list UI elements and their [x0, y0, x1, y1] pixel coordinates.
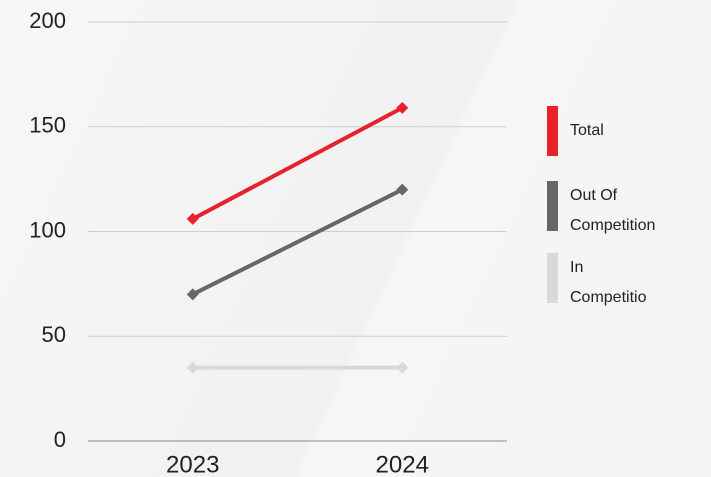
y-tick-label: 0	[54, 427, 66, 452]
point-marker	[186, 361, 199, 374]
y-tick-label: 200	[29, 8, 66, 33]
point-marker	[396, 101, 409, 114]
legend-item: In Competitio	[570, 259, 647, 306]
series-line	[191, 187, 404, 297]
legend-label: Total	[570, 122, 604, 139]
legend-item: Total	[570, 122, 604, 139]
legend-label: Out Of Competition	[570, 187, 656, 234]
point-marker	[186, 288, 199, 301]
legend-swatch	[547, 181, 558, 231]
legend-swatch	[547, 253, 558, 303]
point-marker	[186, 212, 199, 225]
y-tick-label: 100	[29, 217, 66, 242]
series-line	[191, 106, 404, 221]
x-tick-label: 2024	[376, 451, 429, 477]
point-marker	[396, 183, 409, 196]
point-marker	[396, 361, 409, 374]
y-tick-label: 50	[42, 322, 66, 347]
x-tick-label: 2023	[166, 451, 219, 477]
legend-swatch	[547, 106, 558, 156]
legend-item: Out Of Competition	[570, 187, 656, 234]
y-tick-label: 150	[29, 113, 66, 138]
legend-label: In Competitio	[570, 259, 647, 306]
